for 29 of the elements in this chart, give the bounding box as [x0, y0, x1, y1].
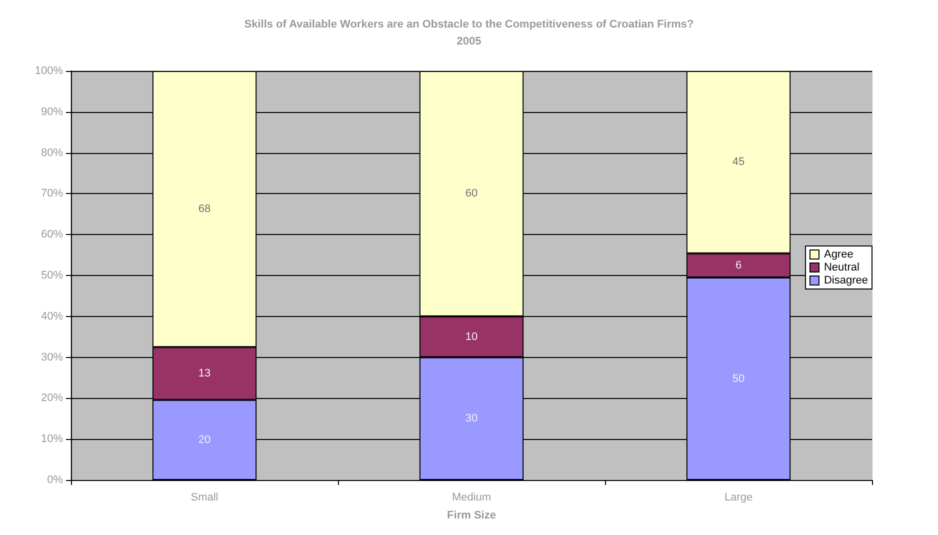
data-label: 20	[198, 434, 211, 446]
data-label: 50	[732, 372, 745, 385]
data-label: 45	[732, 156, 745, 168]
data-label: 60	[465, 188, 478, 200]
y-tick-label: 10%	[40, 433, 64, 446]
data-label: 10	[465, 330, 478, 343]
y-tick-label: 80%	[40, 146, 64, 159]
x-axis-title: Firm Size	[447, 510, 496, 522]
chart-title: Skills of Available Workers are an Obstacle to the Competitiveness of Croatian Firms?	[244, 18, 694, 30]
x-tick-label: Medium	[452, 492, 492, 504]
y-tick-label: 50%	[40, 270, 64, 282]
y-tick-label: 20%	[40, 392, 64, 404]
chart-subtitle: 2005	[456, 36, 482, 48]
y-tick-label: 70%	[40, 188, 64, 200]
legend-label: Disagree	[824, 274, 868, 286]
y-tick-label: 30%	[40, 351, 64, 364]
x-tick-label: Small	[190, 492, 218, 504]
data-label: 68	[198, 203, 211, 216]
data-label: 6	[735, 259, 742, 272]
legend-label: Agree	[824, 248, 854, 260]
legend-label: Neutral	[824, 262, 860, 274]
y-tick-label: 40%	[40, 310, 64, 322]
y-tick-label: 0%	[47, 474, 64, 486]
y-tick-label: 90%	[40, 106, 64, 118]
data-label: 13	[198, 367, 211, 380]
x-tick-label: Large	[724, 492, 753, 504]
data-label: 30	[465, 412, 478, 425]
y-tick-label: 100%	[34, 65, 64, 77]
y-tick-label: 60%	[40, 228, 64, 241]
